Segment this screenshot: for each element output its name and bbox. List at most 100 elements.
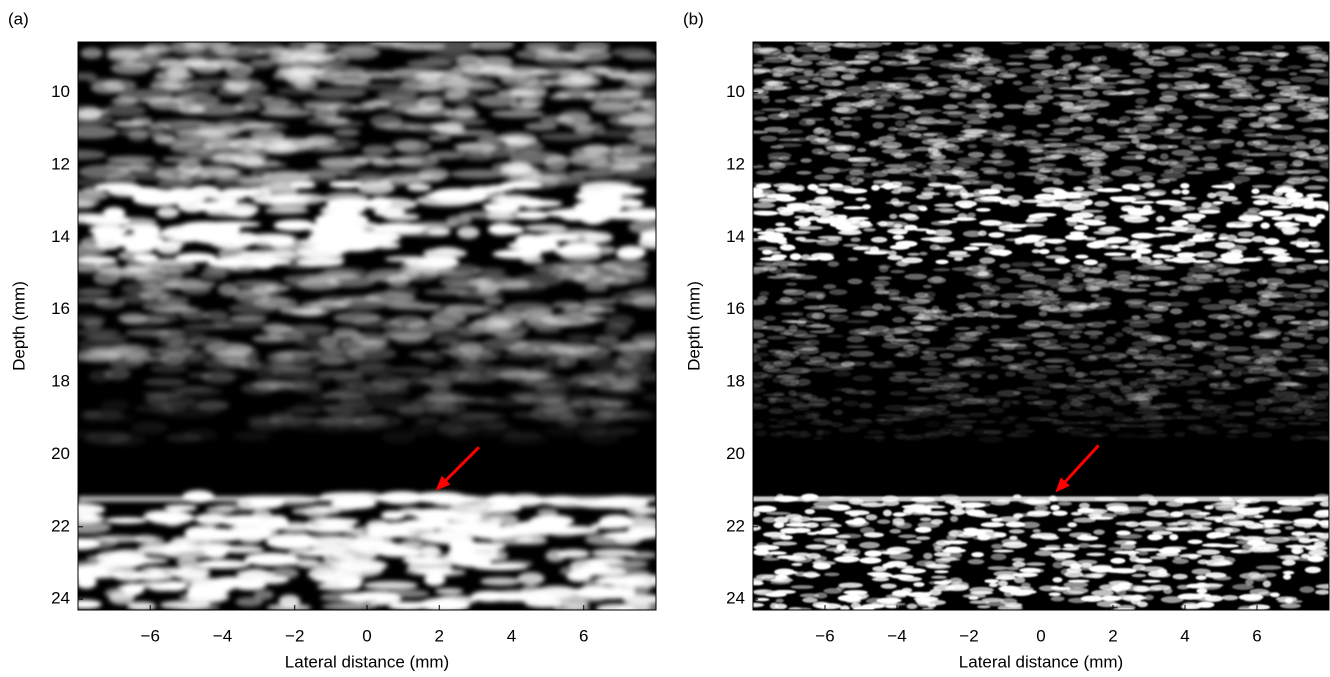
speckle [317,65,365,77]
speckle [957,80,968,85]
speckle [1300,586,1315,593]
speckle [1092,56,1101,63]
speckle [1228,162,1247,168]
speckle [65,126,119,139]
speckle [946,392,960,397]
speckle [1220,324,1228,328]
speckle [1037,124,1051,128]
speckle [1080,574,1105,578]
speckle [1210,51,1220,55]
speckle [1048,412,1059,417]
speckle [393,367,433,374]
speckle [556,247,590,256]
speckle [768,398,776,403]
speckle [382,430,417,443]
speckle [859,403,873,409]
speckle [1034,241,1045,247]
speckle [923,553,932,560]
speckle [969,243,993,246]
speckle [623,365,653,371]
speckle [162,156,202,163]
speckle [1062,547,1079,550]
speckle [486,592,537,602]
speckle [849,351,874,357]
speckle [953,150,964,153]
speckle [285,324,330,335]
speckle [1138,402,1152,407]
speckle [927,148,939,153]
speckle [69,201,95,208]
speckle [747,372,768,378]
speckle [621,372,670,381]
speckle [860,527,875,534]
speckle [1113,568,1136,573]
speckle [1301,289,1325,293]
speckle [1017,295,1042,300]
speckle [1276,85,1301,90]
speckle [1255,144,1280,149]
speckle [457,226,480,238]
speckle [890,270,905,273]
speckle [464,363,486,371]
speckle [1187,238,1211,242]
speckle [1170,511,1184,517]
speckle [1170,166,1186,173]
speckle [1280,555,1300,560]
speckle [795,68,814,73]
speckle [167,188,196,196]
speckle [1242,129,1256,133]
speckle [109,217,157,226]
speckle [790,351,800,357]
speckle [1258,194,1270,200]
speckle [488,223,516,235]
speckle [619,344,657,356]
speckle [1229,331,1244,336]
speckle [1166,501,1184,507]
speckle [1061,411,1083,416]
speckle [1189,266,1210,272]
speckle [561,154,598,162]
speckle [1313,147,1325,153]
speckle [212,577,249,588]
speckle [884,361,892,364]
speckle [991,184,1004,191]
speckle [242,176,268,184]
y-tick-label: 16 [51,299,70,318]
speckle [840,605,850,611]
speckle [540,115,574,124]
speckle [164,505,197,511]
speckle [772,541,797,545]
speckle [1063,273,1073,279]
speckle [823,308,847,313]
speckle [491,535,533,545]
speckle [1289,501,1314,506]
speckle [1144,526,1167,531]
speckle [776,599,784,603]
speckle [1304,525,1313,529]
x-tick-label: −4 [213,626,232,645]
speckle [1160,172,1185,179]
speckle [1104,252,1126,256]
speckle [818,183,830,186]
speckle [1172,522,1188,526]
speckle [1187,399,1206,403]
speckle [1171,248,1181,252]
speckle [1238,215,1263,222]
speckle [81,48,103,59]
speckle [1131,595,1146,600]
speckle [1223,117,1242,122]
speckle [1315,590,1330,595]
speckle [812,322,821,325]
speckle [1192,341,1206,348]
speckle [1253,537,1271,541]
speckle [857,148,866,152]
speckle [832,107,850,113]
y-tick-label: 20 [726,444,745,463]
speckle [254,590,274,600]
speckle [1240,258,1261,262]
x-tick-label: −4 [887,626,906,645]
speckle [271,47,291,54]
speckle [1230,429,1249,433]
speckle [1223,346,1249,352]
speckle [1122,509,1145,513]
